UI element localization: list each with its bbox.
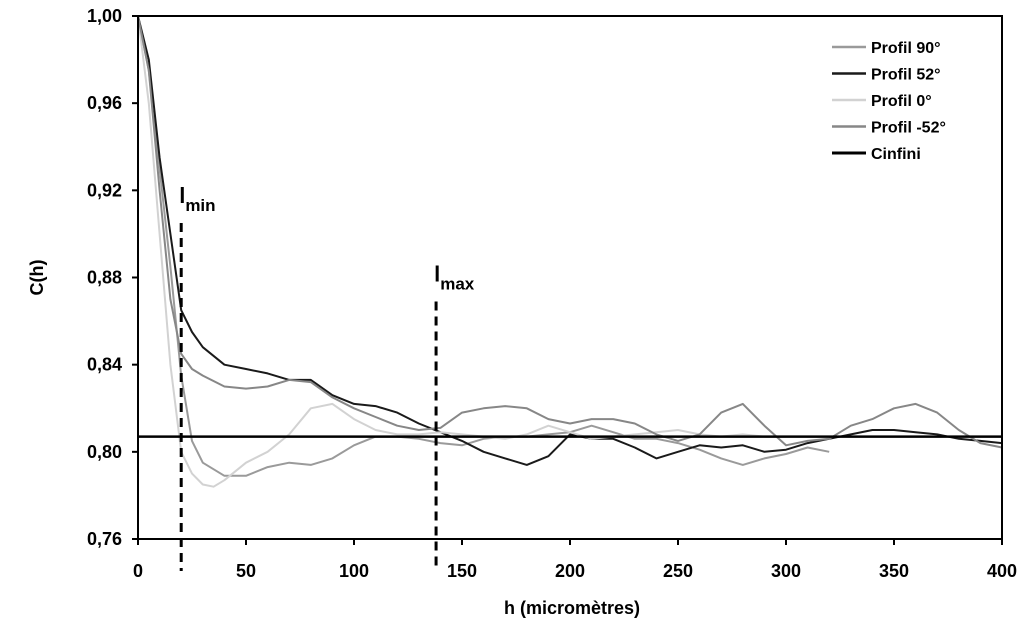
y-axis: 0,76 0,80 0,84 0,88 0,92 0,96 1,00	[87, 6, 138, 549]
y-tick-label: 0,92	[87, 180, 122, 200]
legend-label-1: Profil 52°	[871, 67, 941, 84]
annotation-layer: lmin lmax	[179, 183, 475, 571]
x-tick-label: 50	[236, 561, 256, 581]
x-axis-title: h (micromètres)	[504, 598, 640, 618]
y-tick-label: 0,80	[87, 442, 122, 462]
series-line-0	[137, 15, 830, 477]
x-tick-label: 0	[133, 561, 143, 581]
y-tick-label: 0,76	[87, 529, 122, 549]
x-tick-label: 300	[771, 561, 801, 581]
x-axis: 0 50 100 150 200 250 300 350 400	[133, 539, 1017, 581]
y-tick-label: 1,00	[87, 6, 122, 26]
x-tick-label: 150	[447, 561, 477, 581]
legend-label-4: Cinfini	[871, 146, 921, 163]
annotation-label-1: lmax	[434, 261, 475, 293]
x-tick-label: 400	[987, 561, 1017, 581]
y-tick-label: 0,84	[87, 355, 122, 375]
legend-label-2: Profil 0°	[871, 93, 932, 110]
series-line-3	[137, 15, 1003, 449]
x-tick-label: 250	[663, 561, 693, 581]
x-tick-label: 100	[339, 561, 369, 581]
x-tick-label: 350	[879, 561, 909, 581]
annotation-label-0: lmin	[179, 183, 215, 215]
legend-label-0: Profil 90°	[871, 40, 941, 57]
series-layer	[137, 15, 1003, 488]
series-line-1	[137, 15, 1003, 466]
x-tick-label: 200	[555, 561, 585, 581]
y-tick-label: 0,88	[87, 268, 122, 288]
legend-label-3: Profil -52°	[871, 120, 946, 137]
series-line-2	[137, 15, 786, 488]
y-tick-label: 0,96	[87, 93, 122, 113]
legend: Profil 90° Profil 52° Profil 0° Profil -52°…	[832, 40, 946, 163]
y-axis-title: C(h)	[27, 260, 47, 296]
